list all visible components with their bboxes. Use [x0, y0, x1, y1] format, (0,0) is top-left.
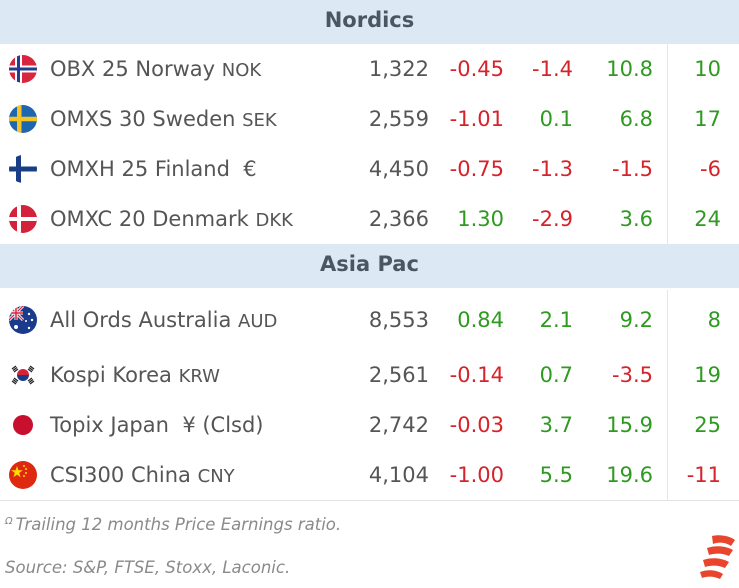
day-change-cell: -0.75 [449, 157, 504, 181]
price-cell: 4,104 [368, 463, 429, 487]
index-name: Kospi Korea KRW [50, 363, 220, 387]
pe-cell: 17 [694, 107, 721, 131]
day-change-cell: -0.45 [449, 57, 504, 81]
table-row: OBX 25 Norway NOK 1,322 -0.45 -1.4 10.8 … [0, 44, 739, 94]
china-flag-icon [9, 461, 37, 489]
price-cell: 2,742 [368, 413, 429, 437]
day-change-cell: -0.14 [449, 363, 504, 387]
price-cell: 1,322 [368, 57, 429, 81]
sweden-flag-icon [9, 105, 37, 133]
japan-flag-icon [9, 411, 37, 439]
column-divider [667, 290, 668, 500]
table-bottom-rule [0, 500, 739, 501]
laconic-logo-icon [700, 535, 735, 579]
pe-cell: 8 [707, 308, 721, 332]
index-name: OMXC 20 Denmark DKK [50, 207, 293, 231]
pe-cell: 19 [694, 363, 721, 387]
table-row: CSI300 China CNY 4,104 -1.00 5.5 19.6 -1… [0, 450, 739, 500]
table-row: Kospi Korea KRW 2,561 -0.14 0.7 -3.5 19 [0, 350, 739, 400]
price-cell: 4,450 [368, 157, 429, 181]
index-name: OMXH 25 Finland € [50, 157, 257, 181]
index-name: OMXS 30 Sweden SEK [50, 107, 277, 131]
pe-cell: 25 [694, 413, 721, 437]
price-cell: 8,553 [368, 308, 429, 332]
day-change-cell: 1.30 [457, 207, 504, 231]
week-change-cell: -2.9 [532, 207, 573, 231]
week-change-cell: 0.1 [539, 107, 573, 131]
table-row: OMXS 30 Sweden SEK 2,559 -1.01 0.1 6.8 1… [0, 94, 739, 144]
index-name: All Ords Australia AUD [50, 308, 278, 332]
week-change-cell: 2.1 [539, 308, 573, 332]
week-change-cell: 3.7 [539, 413, 573, 437]
ytd-change-cell: -1.5 [612, 157, 653, 181]
finland-flag-icon [9, 155, 37, 183]
week-change-cell: 0.7 [539, 363, 573, 387]
index-name: Topix Japan ¥ (Clsd) [50, 413, 264, 437]
week-change-cell: -1.4 [532, 57, 573, 81]
table-row: OMXH 25 Finland € 4,450 -0.75 -1.3 -1.5 … [0, 144, 739, 194]
pe-cell: 10 [694, 57, 721, 81]
pe-cell: -6 [700, 157, 721, 181]
index-name: CSI300 China CNY [50, 463, 235, 487]
week-change-cell: 5.5 [539, 463, 573, 487]
pe-footnote: Ω Trailing 12 months Price Earnings ratio… [5, 515, 342, 534]
price-cell: 2,559 [368, 107, 429, 131]
day-change-cell: -0.03 [449, 413, 504, 437]
source-note: Source: S&P, FTSE, Stoxx, Laconic. [5, 558, 291, 577]
pe-cell: 24 [694, 207, 721, 231]
price-cell: 2,561 [368, 363, 429, 387]
column-divider [667, 44, 668, 244]
index-name: OBX 25 Norway NOK [50, 57, 262, 81]
korea-flag-icon [9, 361, 37, 389]
ytd-change-cell: 6.8 [619, 107, 653, 131]
ytd-change-cell: 10.8 [606, 57, 653, 81]
day-change-cell: 0.84 [457, 308, 504, 332]
australia-flag-icon [9, 306, 37, 334]
week-change-cell: -1.3 [532, 157, 573, 181]
table-row: All Ords Australia AUD 8,553 0.84 2.1 9.… [0, 295, 739, 345]
ytd-change-cell: 9.2 [619, 308, 653, 332]
table-row: OMXC 20 Denmark DKK 2,366 1.30 -2.9 3.6 … [0, 194, 739, 244]
ytd-change-cell: -3.5 [612, 363, 653, 387]
norway-flag-icon [9, 55, 37, 83]
day-change-cell: -1.00 [449, 463, 504, 487]
section-header-nordics: Nordics [0, 0, 739, 44]
day-change-cell: -1.01 [449, 107, 504, 131]
section-header-asia-pac: Asia Pac [0, 244, 739, 288]
ytd-change-cell: 19.6 [606, 463, 653, 487]
pe-cell: -11 [686, 463, 721, 487]
price-cell: 2,366 [368, 207, 429, 231]
ytd-change-cell: 3.6 [619, 207, 653, 231]
denmark-flag-icon [9, 205, 37, 233]
ytd-change-cell: 15.9 [606, 413, 653, 437]
table-row: Topix Japan ¥ (Clsd) 2,742 -0.03 3.7 15.… [0, 400, 739, 450]
